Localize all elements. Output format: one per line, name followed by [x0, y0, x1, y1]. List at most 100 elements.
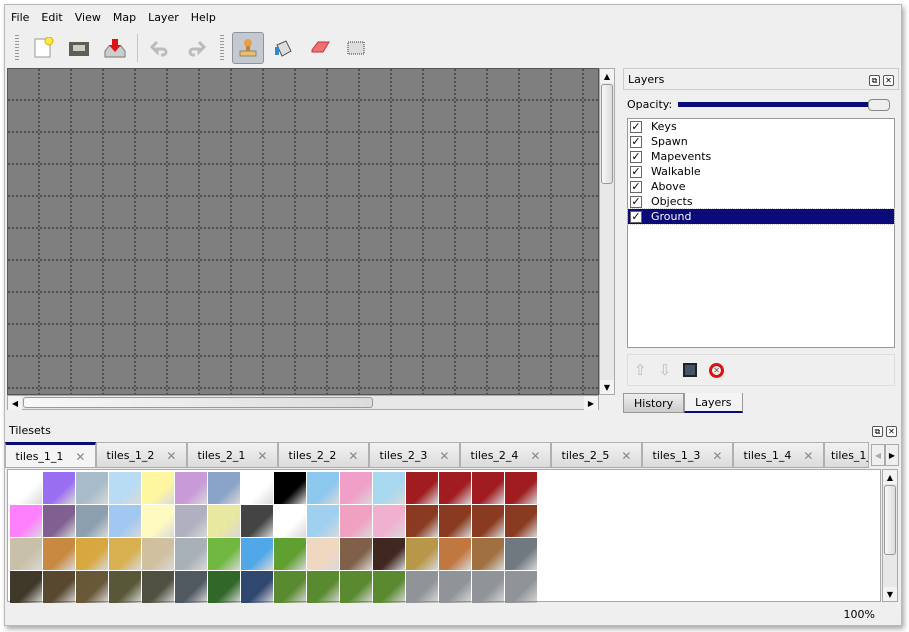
- tile[interactable]: [208, 538, 240, 570]
- close-tab-icon[interactable]: ✕: [75, 449, 86, 464]
- tileset-tab[interactable]: tiles_1_3 ✕: [642, 442, 733, 467]
- open-icon[interactable]: [63, 32, 95, 64]
- tile[interactable]: [274, 472, 306, 504]
- tile[interactable]: [505, 538, 537, 570]
- tile[interactable]: [439, 571, 471, 603]
- tile[interactable]: [142, 472, 174, 504]
- scroll-thumb[interactable]: [601, 84, 613, 184]
- visibility-checkbox[interactable]: ✓: [630, 164, 642, 178]
- tile[interactable]: [109, 571, 141, 603]
- tile[interactable]: [340, 571, 372, 603]
- tile[interactable]: [373, 538, 405, 570]
- visibility-checkbox[interactable]: ✓: [630, 179, 642, 193]
- menu-map[interactable]: Map: [112, 11, 137, 24]
- layer-row[interactable]: ✓ Objects: [628, 194, 894, 209]
- visibility-checkbox[interactable]: ✓: [630, 194, 642, 208]
- menu-view[interactable]: View: [74, 11, 101, 24]
- tile[interactable]: [307, 571, 339, 603]
- bucket-fill-icon[interactable]: [268, 32, 300, 64]
- raise-layer-icon[interactable]: ⇧: [634, 361, 647, 379]
- rectangle-select-icon[interactable]: [340, 32, 372, 64]
- tile[interactable]: [406, 472, 438, 504]
- close-tab-icon[interactable]: ✕: [257, 448, 268, 463]
- delete-layer-icon[interactable]: ✕: [709, 362, 725, 378]
- tileset-tab[interactable]: tiles_2_2 ✕: [278, 442, 369, 467]
- tile[interactable]: [142, 538, 174, 570]
- tile[interactable]: [76, 505, 108, 537]
- tileset-tab[interactable]: tiles_2_4 ✕: [460, 442, 551, 467]
- tile[interactable]: [10, 505, 42, 537]
- tile[interactable]: [142, 505, 174, 537]
- tile[interactable]: [406, 505, 438, 537]
- tab-right-arrow[interactable]: ▶: [885, 444, 899, 466]
- visibility-checkbox[interactable]: ✓: [630, 134, 642, 148]
- map-vertical-scrollbar[interactable]: ▲ ▼: [599, 68, 615, 395]
- tile[interactable]: [340, 505, 372, 537]
- save-icon[interactable]: [99, 32, 131, 64]
- scroll-up-arrow[interactable]: ▲: [883, 470, 897, 484]
- eraser-icon[interactable]: [304, 32, 336, 64]
- tile[interactable]: [175, 571, 207, 603]
- tile[interactable]: [208, 505, 240, 537]
- tileset-tab[interactable]: tiles_1_4 ✕: [733, 442, 824, 467]
- close-tab-icon[interactable]: ✕: [530, 448, 541, 463]
- toolbar-grip[interactable]: [15, 35, 19, 61]
- visibility-checkbox[interactable]: ✓: [630, 209, 642, 223]
- tile[interactable]: [307, 505, 339, 537]
- tile[interactable]: [406, 571, 438, 603]
- scroll-right-arrow[interactable]: ▶: [584, 396, 598, 410]
- tile[interactable]: [505, 472, 537, 504]
- tile[interactable]: [10, 472, 42, 504]
- close-tab-icon[interactable]: ✕: [621, 448, 632, 463]
- duplicate-layer-icon[interactable]: [683, 363, 698, 377]
- float-icon[interactable]: ⧉: [872, 426, 883, 437]
- tab-history[interactable]: History: [623, 393, 685, 413]
- tile[interactable]: [175, 505, 207, 537]
- new-file-icon[interactable]: [27, 32, 59, 64]
- tile[interactable]: [340, 472, 372, 504]
- tile[interactable]: [208, 472, 240, 504]
- tile[interactable]: [373, 505, 405, 537]
- layer-row[interactable]: ✓ Keys: [628, 119, 894, 134]
- tile[interactable]: [373, 472, 405, 504]
- tileset-tab[interactable]: tiles_1_: [824, 442, 869, 467]
- tile[interactable]: [472, 571, 504, 603]
- tile[interactable]: [472, 538, 504, 570]
- scroll-thumb[interactable]: [23, 397, 373, 408]
- close-icon[interactable]: ✕: [886, 426, 897, 437]
- scroll-up-arrow[interactable]: ▲: [600, 69, 614, 83]
- opacity-handle[interactable]: [868, 98, 891, 111]
- tile[interactable]: [10, 538, 42, 570]
- tab-layers[interactable]: Layers: [684, 393, 743, 413]
- tile[interactable]: [439, 538, 471, 570]
- tile[interactable]: [109, 505, 141, 537]
- menu-layer[interactable]: Layer: [148, 11, 179, 24]
- layer-row[interactable]: ✓ Ground: [627, 208, 895, 225]
- stamp-brush-icon[interactable]: [232, 32, 264, 64]
- tile[interactable]: [241, 571, 273, 603]
- map-horizontal-scrollbar[interactable]: ◀ ▶: [7, 395, 599, 410]
- tile[interactable]: [76, 538, 108, 570]
- scroll-down-arrow[interactable]: ▼: [883, 587, 897, 601]
- menu-edit[interactable]: Edit: [41, 11, 63, 24]
- layer-row[interactable]: ✓ Spawn: [628, 134, 894, 149]
- tile[interactable]: [43, 571, 75, 603]
- tile[interactable]: [208, 571, 240, 603]
- tile[interactable]: [43, 472, 75, 504]
- tile[interactable]: [373, 571, 405, 603]
- tileset-vertical-scrollbar[interactable]: ▲ ▼: [882, 469, 898, 602]
- tile[interactable]: [340, 538, 372, 570]
- tile[interactable]: [76, 571, 108, 603]
- tile[interactable]: [307, 538, 339, 570]
- tile[interactable]: [241, 538, 273, 570]
- tile[interactable]: [43, 538, 75, 570]
- tile[interactable]: [241, 505, 273, 537]
- layer-row[interactable]: ✓ Above: [628, 179, 894, 194]
- tile[interactable]: [406, 538, 438, 570]
- tile[interactable]: [439, 505, 471, 537]
- tileset-view[interactable]: [7, 469, 881, 603]
- tile[interactable]: [439, 472, 471, 504]
- tileset-tab[interactable]: tiles_2_5 ✕: [551, 442, 642, 467]
- tile[interactable]: [472, 505, 504, 537]
- tile[interactable]: [175, 472, 207, 504]
